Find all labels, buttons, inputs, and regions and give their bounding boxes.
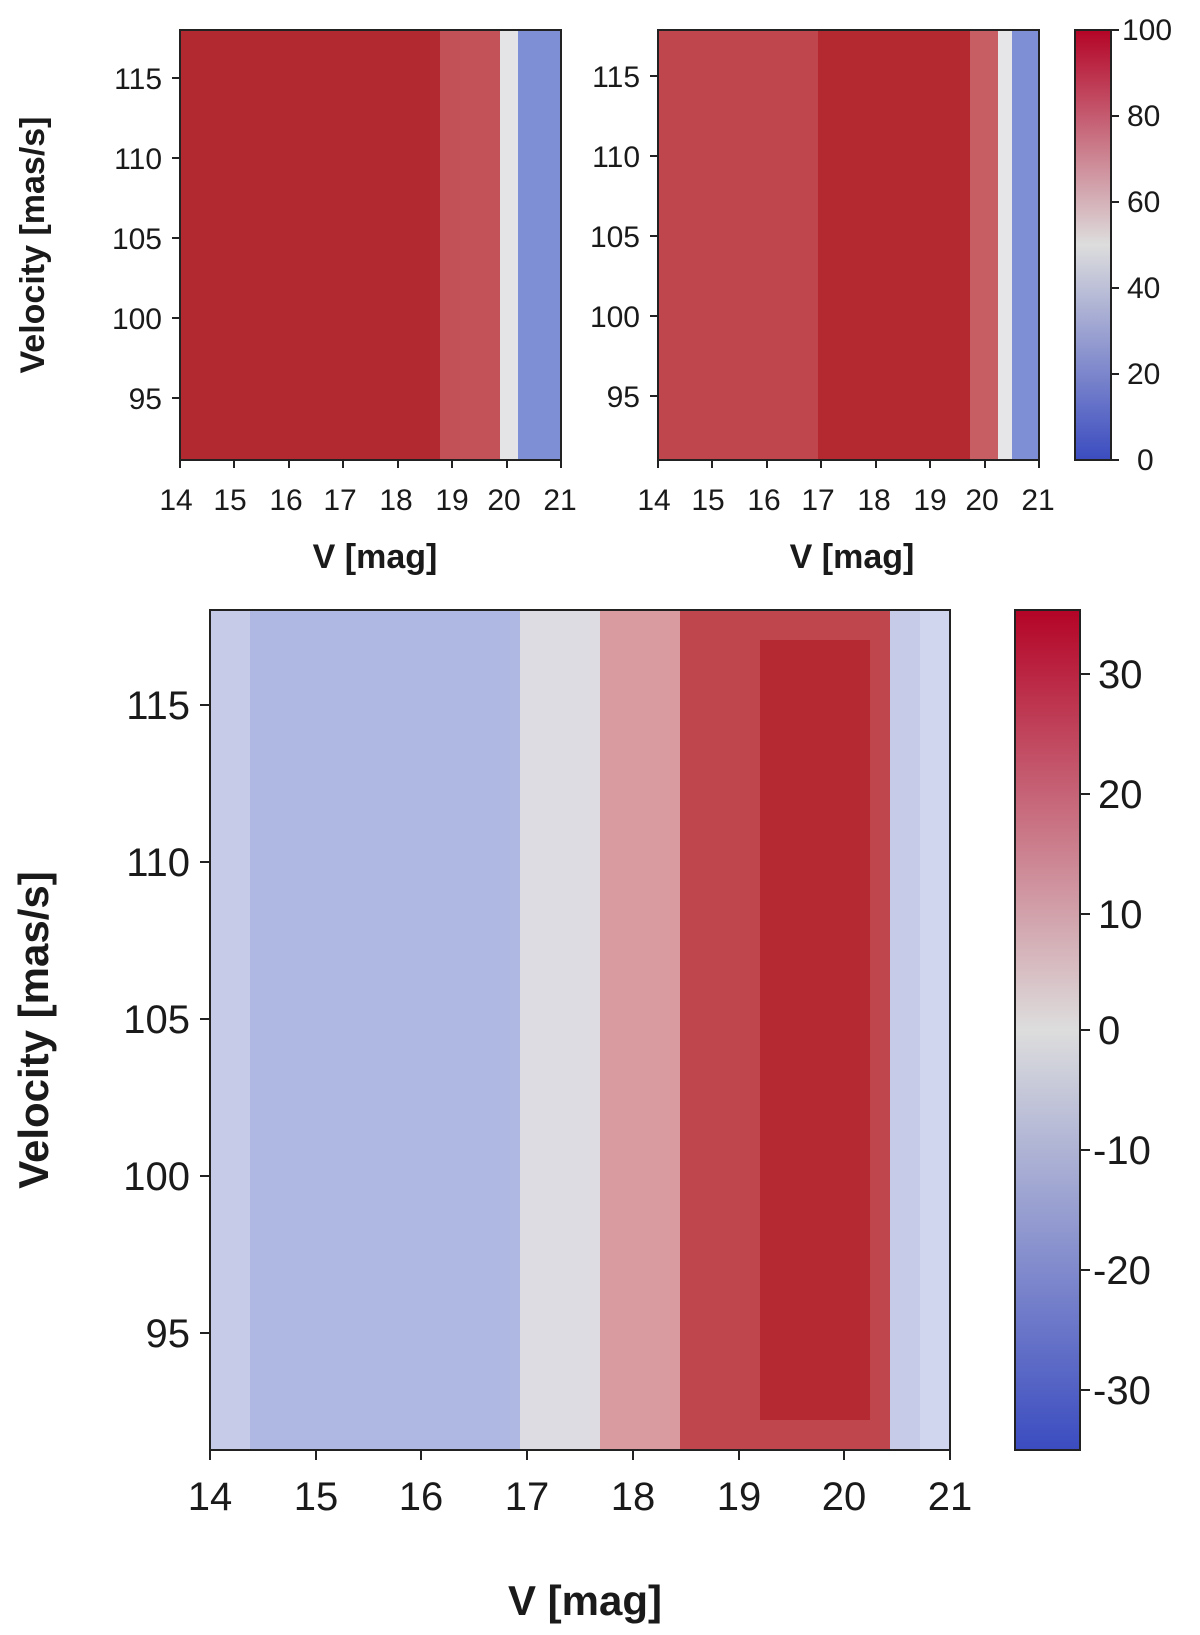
y-tick-label: 100 xyxy=(590,301,640,334)
colorbar-tick-label: 40 xyxy=(1127,272,1160,305)
x-tick-label: 15 xyxy=(213,484,246,517)
y-axis-ticks: 115 110 105 100 95 xyxy=(123,684,210,1356)
x-tick-label: 20 xyxy=(965,484,998,517)
x-tick-label: 20 xyxy=(487,484,520,517)
heatmap-band-deepred xyxy=(760,640,870,1420)
y-tick-label: 95 xyxy=(607,381,640,414)
x-tick-label: 21 xyxy=(1021,484,1054,517)
x-tick-label: 14 xyxy=(159,484,192,517)
x-tick-label: 18 xyxy=(611,1475,656,1519)
colorbar-gradient xyxy=(1014,609,1081,1451)
y-tick-label: 105 xyxy=(590,221,640,254)
panel-top-right: 115 110 105 100 95 14 15 16 17 18 19 20 … xyxy=(590,29,1055,576)
x-tick-label: 17 xyxy=(323,484,356,517)
x-tick-label: 19 xyxy=(913,484,946,517)
x-tick-label: 15 xyxy=(691,484,724,517)
colorbar-bottom: 30 20 10 0 -10 -20 -30 xyxy=(1014,609,1151,1451)
colorbar-tick-label: 0 xyxy=(1137,444,1154,477)
heatmap-band-white xyxy=(998,30,1012,460)
y-axis-ticks: 115 110 105 100 95 xyxy=(590,61,658,414)
panel-top-left: 115 110 105 100 95 14 15 16 17 18 19 20 … xyxy=(14,29,577,576)
x-tick-label: 16 xyxy=(399,1475,444,1519)
y-tick-label: 95 xyxy=(129,383,162,416)
y-axis-label: Velocity [mas/s] xyxy=(14,116,52,373)
y-tick-label: 105 xyxy=(112,223,162,256)
x-tick-label: 21 xyxy=(543,484,576,517)
colorbar-tick-label: 30 xyxy=(1098,653,1143,697)
colorbar-tick-label: 20 xyxy=(1098,773,1143,817)
colorbar-tick-label: 20 xyxy=(1127,358,1160,391)
x-axis-label: V [mag] xyxy=(313,538,438,576)
heatmap-band-left xyxy=(180,30,460,460)
heatmap-band-pink xyxy=(600,610,680,1450)
x-tick-label: 18 xyxy=(379,484,412,517)
x-tick-label: 14 xyxy=(188,1475,233,1519)
heatmap-band-blue xyxy=(518,30,561,460)
colorbar-gradient xyxy=(1074,29,1112,461)
x-tick-label: 21 xyxy=(928,1475,973,1519)
x-tick-label: 14 xyxy=(637,484,670,517)
x-tick-label: 16 xyxy=(747,484,780,517)
y-tick-label: 95 xyxy=(146,1312,191,1356)
y-axis-ticks: 115 110 105 100 95 xyxy=(112,63,180,416)
colorbar-tick-label: -20 xyxy=(1093,1249,1151,1293)
colorbar-tick-label: 60 xyxy=(1127,186,1160,219)
heatmap-band-fade xyxy=(970,30,998,460)
colorbar-tick-label: 80 xyxy=(1127,100,1160,133)
y-tick-label: 100 xyxy=(123,1155,190,1199)
panel-frame xyxy=(179,29,562,461)
heatmap-band-edge xyxy=(920,610,950,1450)
x-tick-label: 19 xyxy=(435,484,468,517)
colorbar-tick-label: 10 xyxy=(1098,893,1143,937)
y-axis-label: Velocity [mas/s] xyxy=(10,871,57,1188)
y-tick-label: 110 xyxy=(114,143,162,176)
colorbar-tick-label: -30 xyxy=(1093,1369,1151,1413)
x-tick-label: 16 xyxy=(269,484,302,517)
panel-frame xyxy=(209,609,951,1451)
panel-frame xyxy=(657,29,1040,461)
x-tick-label: 15 xyxy=(294,1475,339,1519)
x-axis-ticks: 14 15 16 17 18 19 20 21 xyxy=(188,1450,973,1519)
colorbar-tick-label: 0 xyxy=(1098,1009,1120,1053)
x-axis-label: V [mag] xyxy=(790,538,915,576)
y-tick-label: 100 xyxy=(112,303,162,336)
heatmap-band-fade xyxy=(440,30,500,460)
x-tick-label: 17 xyxy=(505,1475,550,1519)
x-tick-label: 20 xyxy=(822,1475,867,1519)
y-tick-label: 115 xyxy=(592,61,640,94)
x-axis-ticks: 14 15 16 17 18 19 20 21 xyxy=(159,460,577,517)
x-axis-ticks: 14 15 16 17 18 19 20 21 xyxy=(637,460,1055,517)
y-tick-label: 110 xyxy=(126,841,190,885)
colorbar-tick-label: 100 xyxy=(1122,14,1172,47)
x-tick-label: 19 xyxy=(717,1475,762,1519)
y-tick-label: 105 xyxy=(123,998,190,1042)
heatmap-band-blue xyxy=(250,610,540,1450)
heatmap-band-white xyxy=(520,610,600,1450)
colorbar-top: 100 80 60 40 20 0 xyxy=(1074,14,1172,477)
y-tick-label: 115 xyxy=(114,63,162,96)
x-tick-label: 18 xyxy=(857,484,890,517)
heatmap-band-left xyxy=(658,30,818,460)
heatmap-band-white xyxy=(500,30,518,460)
x-axis-label: V [mag] xyxy=(508,1577,662,1624)
panel-bottom: 115 110 105 100 95 14 15 16 17 18 19 20 … xyxy=(10,609,973,1624)
colorbar-tick-label: -10 xyxy=(1093,1129,1151,1173)
x-tick-label: 17 xyxy=(801,484,834,517)
y-tick-label: 115 xyxy=(126,684,190,728)
y-tick-label: 110 xyxy=(592,141,640,174)
heatmap-band-blue xyxy=(1012,30,1039,460)
